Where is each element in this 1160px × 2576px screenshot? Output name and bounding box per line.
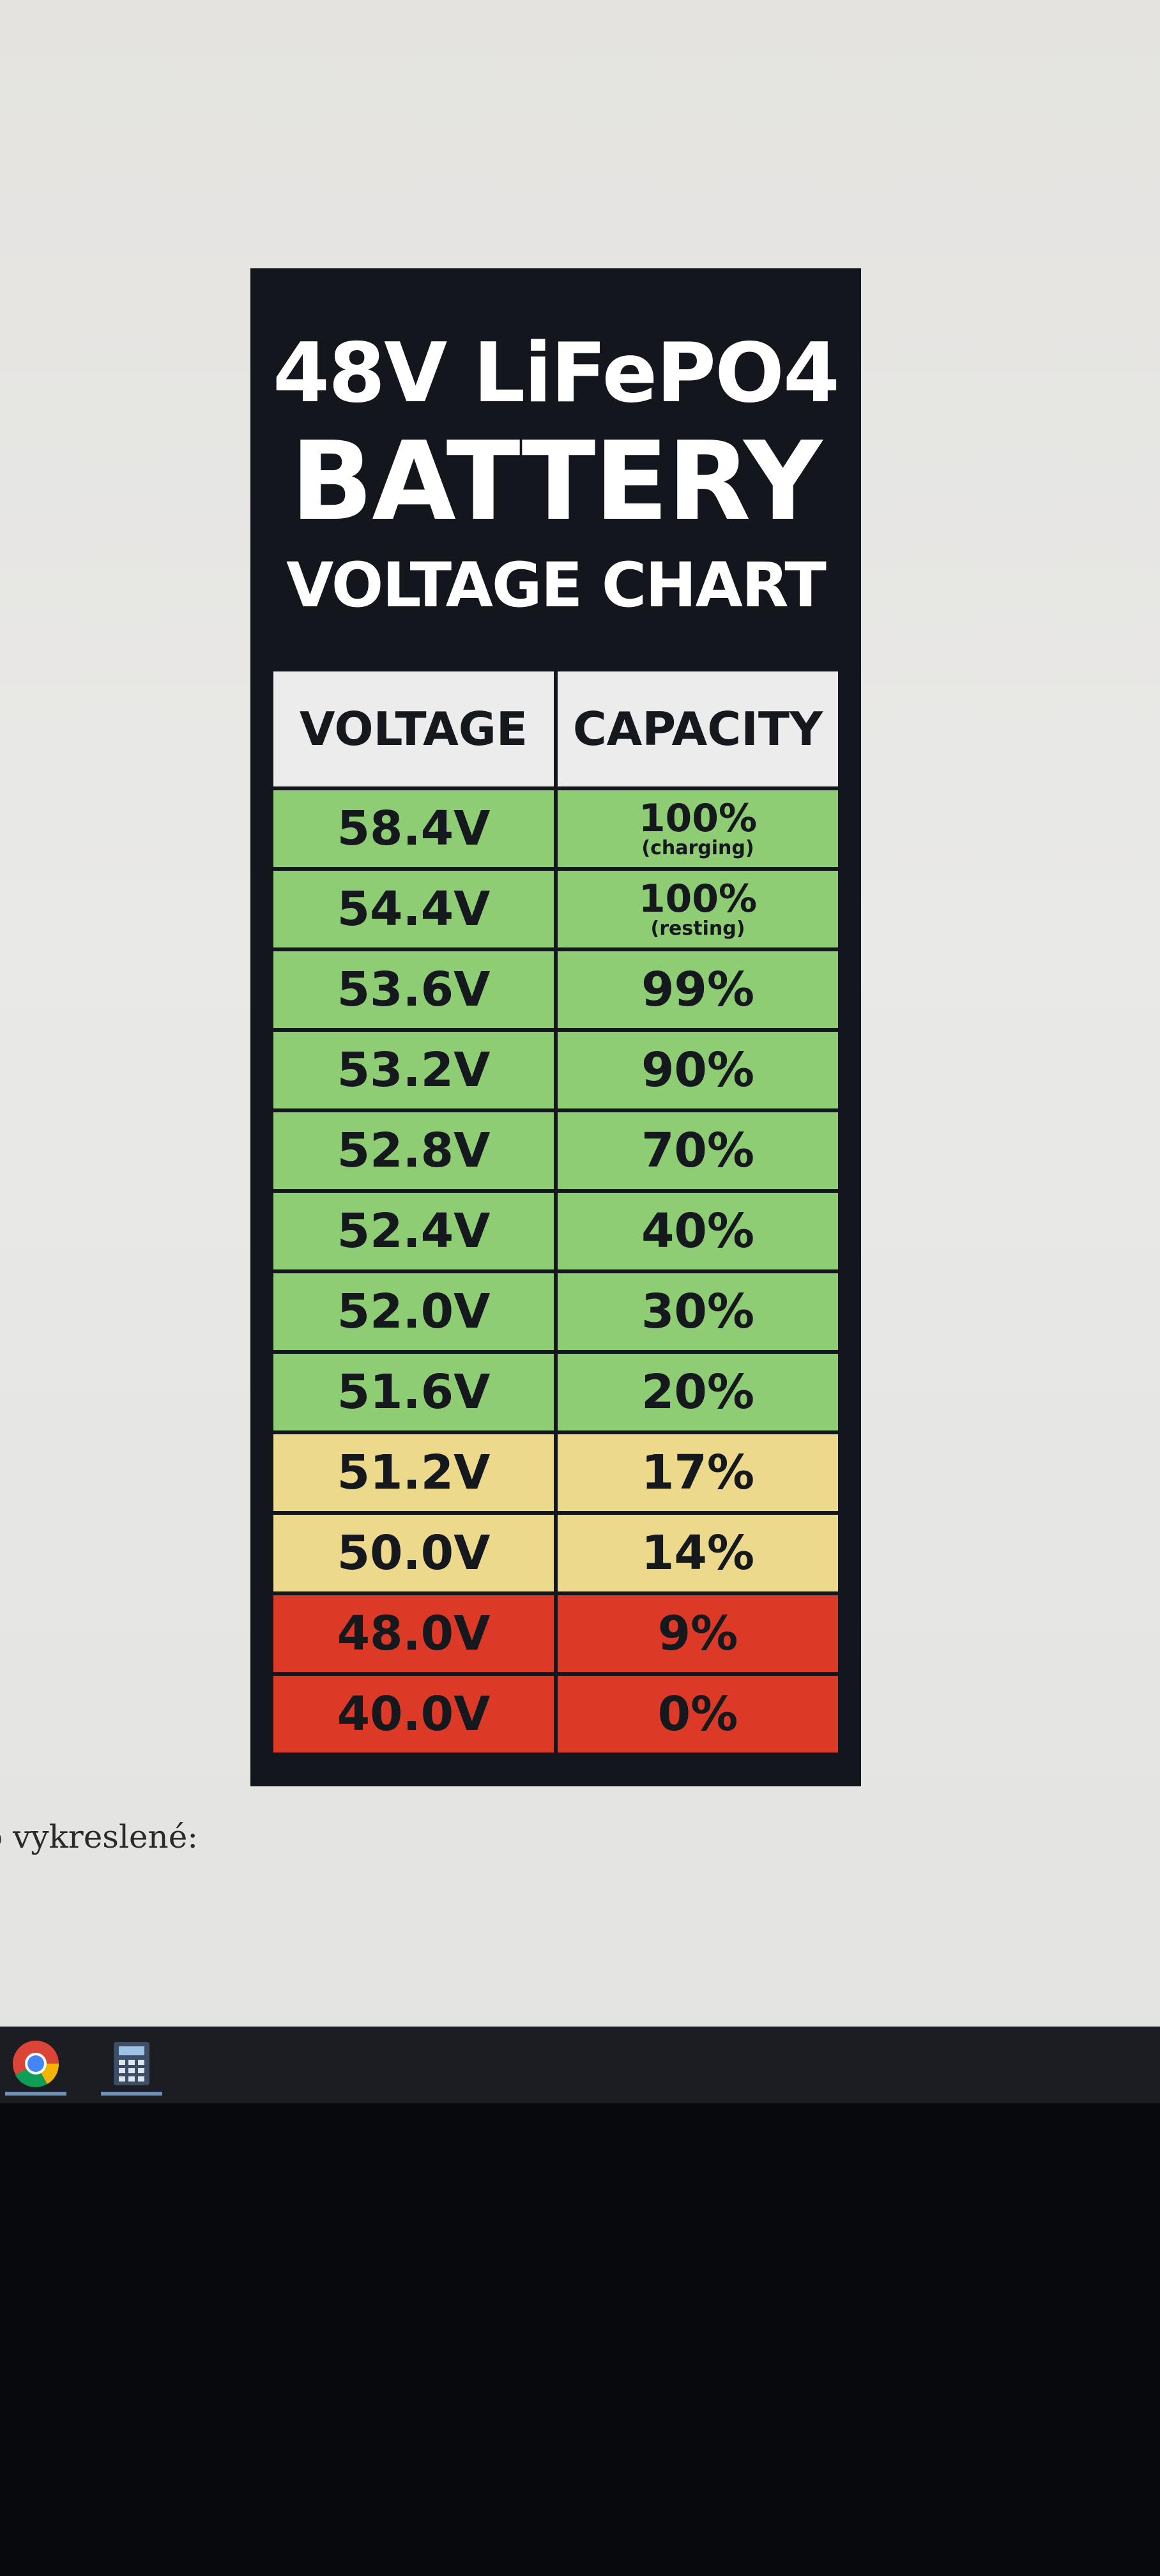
table-row: 58.4V 100% (charging) <box>270 786 842 871</box>
capacity-cell: 90% <box>554 1028 842 1112</box>
capacity-value: 0% <box>657 1687 738 1742</box>
chrome-icon <box>13 2041 59 2087</box>
capacity-cell: 0% <box>554 1672 842 1756</box>
voltage-cell: 51.2V <box>270 1430 558 1515</box>
capacity-value: 30% <box>641 1284 755 1339</box>
table-row: 54.4V 100% (resting) <box>270 867 842 951</box>
voltage-capacity-table: VOLTAGE CAPACITY 58.4V 100% (charging) 54.4… <box>270 668 842 1756</box>
capacity-value: 90% <box>641 1043 755 1098</box>
taskbar-chrome-button[interactable] <box>0 2032 72 2096</box>
chart-title-line1: 48V LiFePO4 <box>273 326 840 421</box>
capacity-cell: 9% <box>554 1591 842 1676</box>
capacity-cell: 70% <box>554 1108 842 1193</box>
table-row: 52.0V 30% <box>270 1269 842 1354</box>
capacity-value: 9% <box>657 1606 738 1661</box>
capacity-cell: 99% <box>554 947 842 1032</box>
table-row: 52.4V 40% <box>270 1189 842 1273</box>
capacity-value: 20% <box>641 1365 755 1420</box>
table-row: 53.6V 99% <box>270 947 842 1032</box>
table-header-row: VOLTAGE CAPACITY <box>270 668 842 790</box>
capacity-cell: 20% <box>554 1350 842 1434</box>
table-row: 40.0V 0% <box>270 1672 842 1756</box>
capacity-value: 99% <box>641 962 755 1017</box>
voltage-cell: 52.4V <box>270 1189 558 1273</box>
voltage-cell: 53.6V <box>270 947 558 1032</box>
capacity-cell: 40% <box>554 1189 842 1273</box>
taskbar-calculator-button[interactable] <box>96 2032 167 2096</box>
voltage-cell: 52.8V <box>270 1108 558 1193</box>
chart-title-line2: BATTERY <box>290 418 823 545</box>
voltage-cell: 52.0V <box>270 1269 558 1354</box>
table-row: 52.8V 70% <box>270 1108 842 1193</box>
capacity-note: (charging) <box>641 837 754 859</box>
table-row: 53.2V 90% <box>270 1028 842 1112</box>
battery-voltage-chart: 48V LiFePO4 BATTERY VOLTAGE CHART VOLTAG… <box>250 268 861 1786</box>
voltage-cell: 58.4V <box>270 786 558 871</box>
capacity-value: 100% <box>638 877 758 921</box>
voltage-cell: 48.0V <box>270 1591 558 1676</box>
capacity-value: 14% <box>641 1526 755 1581</box>
voltage-cell: 40.0V <box>270 1672 558 1756</box>
active-indicator <box>5 2092 66 2096</box>
page-text-fragment: o vykreslené: <box>0 1818 199 1855</box>
header-capacity: CAPACITY <box>554 668 842 790</box>
table-body: 58.4V 100% (charging) 54.4V 100% (resting) 53.… <box>270 786 842 1756</box>
header-voltage: VOLTAGE <box>270 668 558 790</box>
voltage-cell: 54.4V <box>270 867 558 951</box>
chart-title-line3: VOLTAGE CHART <box>286 549 827 621</box>
capacity-value: 40% <box>641 1204 755 1259</box>
capacity-cell: 14% <box>554 1511 842 1595</box>
voltage-cell: 50.0V <box>270 1511 558 1595</box>
capacity-cell: 17% <box>554 1430 842 1515</box>
monitor-screen: 48V LiFePO4 BATTERY VOLTAGE CHART VOLTAG… <box>0 0 1160 2083</box>
table-row: 51.2V 17% <box>270 1430 842 1515</box>
calculator-icon <box>114 2042 149 2085</box>
capacity-value: 17% <box>641 1445 755 1500</box>
table-row: 48.0V 9% <box>270 1591 842 1676</box>
taskbar <box>0 2027 1160 2103</box>
capacity-cell: 100% (resting) <box>554 867 842 951</box>
monitor-bezel <box>0 2103 1160 2576</box>
active-indicator <box>101 2092 162 2096</box>
capacity-value: 100% <box>638 796 758 841</box>
capacity-cell: 100% (charging) <box>554 786 842 871</box>
table-row: 51.6V 20% <box>270 1350 842 1434</box>
capacity-value: 70% <box>641 1123 755 1178</box>
capacity-note: (resting) <box>650 917 745 940</box>
voltage-cell: 51.6V <box>270 1350 558 1434</box>
table-row: 50.0V 14% <box>270 1511 842 1595</box>
voltage-cell: 53.2V <box>270 1028 558 1112</box>
capacity-cell: 30% <box>554 1269 842 1354</box>
